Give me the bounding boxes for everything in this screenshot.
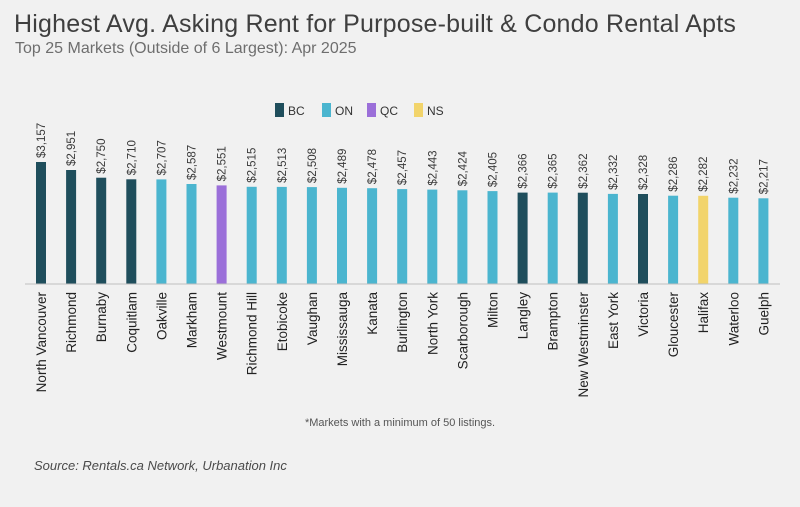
legend-label-ns: NS	[427, 104, 444, 118]
legend-swatch-on	[322, 103, 331, 117]
footnote: *Markets with a minimum of 50 listings.	[304, 417, 496, 429]
legend-label-bc: BC	[288, 104, 305, 118]
bar-burnaby	[96, 177, 107, 284]
value-label-north-vancouver: $3,157	[36, 123, 48, 158]
value-label-east-york: $2,332	[608, 155, 620, 190]
value-label-scarborough: $2,424	[457, 151, 469, 187]
bar-brampton	[547, 192, 558, 284]
bar-coquitlam	[126, 179, 137, 284]
bar-waterloo	[728, 197, 739, 284]
bar-mississauga	[337, 187, 347, 284]
legend-label-on: ON	[335, 104, 353, 118]
category-label-waterloo: Waterloo	[726, 292, 741, 346]
category-label-markham: Markham	[185, 292, 200, 348]
bar-guelph	[758, 198, 769, 284]
value-label-langley: $2,366	[518, 153, 530, 188]
category-label-mississauga: Mississauga	[335, 292, 350, 367]
value-label-oakville: $2,707	[156, 140, 168, 175]
chart-title: Highest Avg. Asking Rent for Purpose-bui…	[14, 10, 737, 38]
category-label-langley: Langley	[516, 292, 531, 340]
bar-richmond-hill	[246, 186, 257, 284]
value-label-kanata: $2,478	[367, 149, 379, 184]
value-label-markham: $2,587	[187, 145, 199, 180]
value-labels-group: $3,157 $2,951 $2,750 $2,710 $2,707 $2,587 $2,5…	[36, 123, 770, 194]
bar-victoria	[638, 194, 648, 284]
bar-gloucester	[668, 195, 679, 284]
value-label-milton: $2,405	[488, 152, 500, 187]
bar-kanata	[367, 188, 378, 284]
value-label-gloucester: $2,286	[668, 157, 680, 192]
value-label-burnaby: $2,750	[96, 139, 108, 174]
category-label-vaughan: Vaughan	[305, 292, 320, 345]
value-label-richmond-hill: $2,515	[247, 148, 259, 183]
chart-subtitle: Top 25 Markets (Outside of 6 Largest): A…	[15, 40, 357, 57]
bar-westmount	[216, 185, 227, 284]
category-label-milton: Milton	[486, 292, 501, 328]
value-label-vaughan: $2,508	[307, 148, 319, 183]
category-label-east-york: East York	[606, 292, 621, 349]
category-label-new-westminster: New Westminster	[576, 292, 591, 398]
bar-oakville	[156, 179, 167, 284]
category-label-burnaby: Burnaby	[94, 292, 109, 343]
bar-north-vancouver	[36, 162, 46, 284]
bar-new-westminster	[577, 192, 588, 284]
value-label-victoria: $2,328	[638, 155, 650, 190]
category-label-westmount: Westmount	[215, 292, 230, 360]
value-label-westmount: $2,551	[217, 146, 229, 181]
category-label-scarborough: Scarborough	[455, 292, 470, 369]
category-label-north-york: North York	[425, 292, 440, 355]
bar-north-york	[427, 189, 438, 284]
chart-legend: BC ON QC NS	[275, 103, 444, 118]
bar-burlington	[397, 189, 408, 284]
value-label-coquitlam: $2,710	[126, 140, 138, 175]
value-label-etobicoke: $2,513	[277, 148, 289, 183]
value-label-mississauga: $2,489	[337, 149, 349, 184]
category-label-richmond: Richmond	[64, 292, 79, 353]
bar-langley	[517, 192, 528, 284]
bars-group	[36, 162, 769, 284]
bar-vaughan	[306, 187, 317, 284]
category-label-oakville: Oakville	[154, 292, 169, 340]
legend-label-qc: QC	[380, 104, 398, 118]
category-label-victoria: Victoria	[636, 292, 651, 337]
bar-richmond	[66, 170, 77, 284]
bar-east-york	[607, 193, 618, 284]
value-label-burlington: $2,457	[397, 150, 409, 185]
category-labels-group: North Vancouver Richmond Burnaby Coquitlam O…	[34, 291, 771, 397]
category-label-halifax: Halifax	[696, 292, 711, 334]
bar-etobicoke	[276, 186, 287, 284]
legend-swatch-bc	[275, 103, 284, 117]
legend-swatch-ns	[414, 103, 423, 117]
legend-swatch-qc	[367, 103, 376, 117]
category-label-kanata: Kanata	[365, 292, 380, 335]
category-label-guelph: Guelph	[756, 292, 771, 336]
value-label-waterloo: $2,232	[728, 159, 740, 194]
bar-halifax	[698, 195, 709, 284]
category-label-burlington: Burlington	[395, 292, 410, 353]
value-label-richmond: $2,951	[66, 131, 78, 166]
value-label-halifax: $2,282	[698, 157, 710, 192]
source-note: Source: Rentals.ca Network, Urbanation I…	[34, 458, 287, 473]
bar-markham	[186, 184, 197, 284]
category-label-gloucester: Gloucester	[666, 291, 681, 357]
bar-milton	[487, 191, 498, 284]
value-label-guelph: $2,217	[758, 159, 770, 194]
value-label-new-westminster: $2,362	[578, 154, 590, 189]
category-label-brampton: Brampton	[546, 292, 561, 351]
category-label-richmond-hill: Richmond Hill	[245, 292, 260, 375]
value-label-north-york: $2,443	[427, 150, 439, 185]
category-label-north-vancouver: North Vancouver	[34, 292, 49, 393]
category-label-coquitlam: Coquitlam	[124, 292, 139, 353]
bar-scarborough	[457, 190, 468, 284]
value-label-brampton: $2,365	[548, 153, 560, 188]
category-label-etobicoke: Etobicoke	[275, 292, 290, 351]
